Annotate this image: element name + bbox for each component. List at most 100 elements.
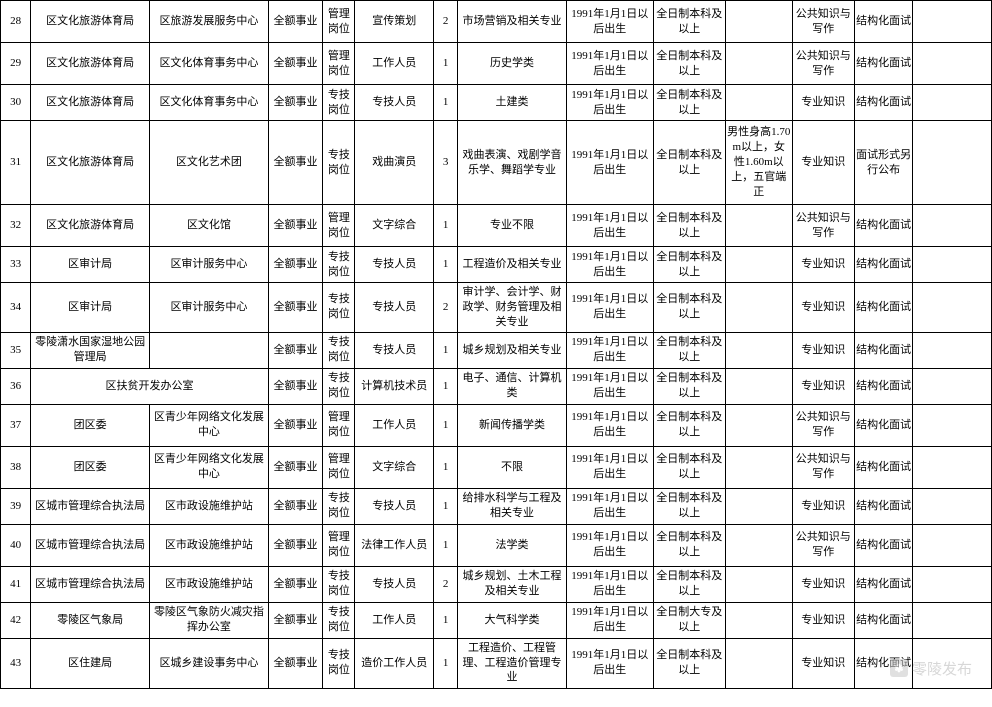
table-cell [726,1,792,43]
table-cell [726,85,792,121]
table-cell: 1991年1月1日以后出生 [566,283,653,333]
table-cell: 结构化面试 [854,566,912,602]
table-cell: 公共知识与写作 [792,524,854,566]
table-cell: 计算机技术员 [355,368,434,404]
table-cell: 1 [434,332,458,368]
table-cell: 区青少年网络文化发展中心 [150,446,269,488]
table-cell: 专技岗位 [323,247,355,283]
table-cell: 宣传策划 [355,1,434,43]
table-cell: 专技人员 [355,488,434,524]
table-cell: 专业不限 [458,205,567,247]
table-cell [913,488,992,524]
table-row: 39区城市管理综合执法局区市政设施维护站全额事业专技岗位专技人员1给排水科学与工… [1,488,992,524]
table-cell: 全日制本科及以上 [653,283,726,333]
table-cell: 电子、通信、计算机类 [458,368,567,404]
table-cell: 公共知识与写作 [792,446,854,488]
table-cell: 1 [434,404,458,446]
table-cell: 区审计服务中心 [150,283,269,333]
table-cell: 全日制本科及以上 [653,1,726,43]
table-cell [913,524,992,566]
table-cell: 专技岗位 [323,121,355,205]
table-cell: 不限 [458,446,567,488]
table-cell: 区审计局 [31,283,150,333]
table-cell: 市场营销及相关专业 [458,1,567,43]
table-row: 40区城市管理综合执法局区市政设施维护站全额事业管理岗位法律工作人员1法学类19… [1,524,992,566]
table-cell: 1991年1月1日以后出生 [566,638,653,688]
table-cell: 结构化面试 [854,524,912,566]
table-cell: 全额事业 [268,205,322,247]
table-cell: 结构化面试 [854,283,912,333]
table-cell: 管理岗位 [323,524,355,566]
recruitment-table: 28区文化旅游体育局区旅游发展服务中心全额事业管理岗位宣传策划2市场营销及相关专… [0,0,992,689]
table-row: 41区城市管理综合执法局区市政设施维护站全额事业专技岗位专技人员2城乡规划、土木… [1,566,992,602]
table-cell: 区扶贫开发办公室 [31,368,269,404]
table-cell: 戏曲演员 [355,121,434,205]
table-cell: 全额事业 [268,488,322,524]
table-cell: 区住建局 [31,638,150,688]
table-cell: 28 [1,1,31,43]
table-cell [913,566,992,602]
table-cell [726,368,792,404]
table-cell: 区文化馆 [150,205,269,247]
table-cell: 3 [434,121,458,205]
table-cell [726,524,792,566]
table-cell: 结构化面试 [854,247,912,283]
table-row: 36区扶贫开发办公室全额事业专技岗位计算机技术员1电子、通信、计算机类1991年… [1,368,992,404]
table-row: 28区文化旅游体育局区旅游发展服务中心全额事业管理岗位宣传策划2市场营销及相关专… [1,1,992,43]
table-cell: 结构化面试 [854,85,912,121]
table-cell: 全额事业 [268,247,322,283]
table-cell: 专技人员 [355,283,434,333]
table-row: 30区文化旅游体育局区文化体育事务中心全额事业专技岗位专技人员1土建类1991年… [1,85,992,121]
table-row: 35零陵潇水国家湿地公园管理局全额事业专技岗位专技人员1城乡规划及相关专业199… [1,332,992,368]
table-cell: 41 [1,566,31,602]
table-cell: 专技人员 [355,566,434,602]
table-cell: 文字综合 [355,205,434,247]
table-cell: 1 [434,247,458,283]
table-cell [726,488,792,524]
table-cell: 1991年1月1日以后出生 [566,85,653,121]
table-cell: 1991年1月1日以后出生 [566,1,653,43]
table-cell: 1 [434,43,458,85]
table-cell [726,404,792,446]
table-cell: 全日制本科及以上 [653,488,726,524]
table-cell: 2 [434,566,458,602]
table-cell: 全额事业 [268,524,322,566]
table-cell: 城乡规划、土木工程及相关专业 [458,566,567,602]
table-cell: 结构化面试 [854,1,912,43]
table-cell: 新闻传播学类 [458,404,567,446]
table-cell: 全日制本科及以上 [653,332,726,368]
table-cell: 32 [1,205,31,247]
table-cell: 区城市管理综合执法局 [31,488,150,524]
table-cell: 区青少年网络文化发展中心 [150,404,269,446]
table-cell: 1 [434,446,458,488]
table-cell [726,446,792,488]
table-cell: 公共知识与写作 [792,43,854,85]
table-cell: 公共知识与写作 [792,205,854,247]
table-cell: 团区委 [31,404,150,446]
table-cell [726,205,792,247]
table-cell [726,638,792,688]
table-cell: 专业知识 [792,566,854,602]
table-cell: 区市政设施维护站 [150,524,269,566]
table-cell: 1 [434,85,458,121]
table-cell: 结构化面试 [854,488,912,524]
table-cell: 法学类 [458,524,567,566]
table-cell: 工作人员 [355,602,434,638]
table-cell: 专业知识 [792,368,854,404]
table-cell: 区文化艺术团 [150,121,269,205]
table-cell: 工作人员 [355,404,434,446]
table-cell: 42 [1,602,31,638]
table-cell: 专技人员 [355,247,434,283]
table-row: 42零陵区气象局零陵区气象防火减灾指挥办公室全额事业专技岗位工作人员1大气科学类… [1,602,992,638]
table-cell: 专技岗位 [323,602,355,638]
table-cell: 36 [1,368,31,404]
table-cell: 区城市管理综合执法局 [31,524,150,566]
table-cell: 全日制本科及以上 [653,446,726,488]
table-cell: 零陵区气象防火减灾指挥办公室 [150,602,269,638]
table-cell: 1991年1月1日以后出生 [566,247,653,283]
table-cell: 区城市管理综合执法局 [31,566,150,602]
table-cell [913,283,992,333]
table-cell [913,1,992,43]
table-cell: 文字综合 [355,446,434,488]
table-cell: 工程造价、工程管理、工程造价管理专业 [458,638,567,688]
